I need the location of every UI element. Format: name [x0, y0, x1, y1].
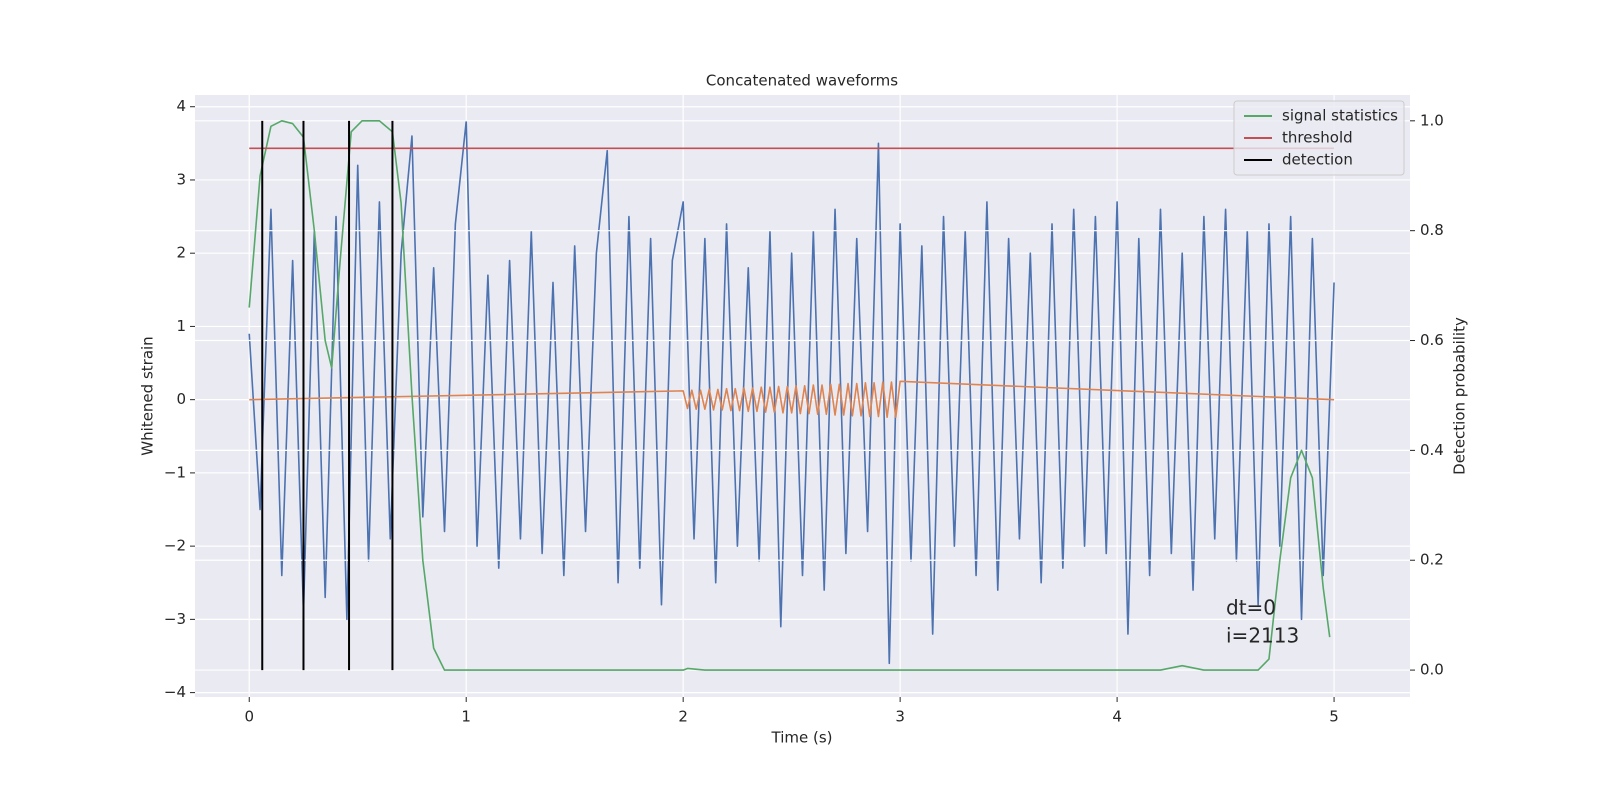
y2-tick-label: 0.8	[1420, 221, 1444, 239]
y2-axis-label: Detection probability	[1451, 317, 1469, 475]
y2-tick-label: 0.4	[1420, 441, 1444, 459]
series-line	[248, 120, 1335, 665]
x-tick-label: 4	[1112, 708, 1122, 726]
y-tick-label: −3	[164, 610, 186, 628]
annotation: dt=0	[1226, 596, 1276, 620]
legend-box	[1233, 100, 1405, 176]
y-tick-label: −2	[164, 537, 186, 555]
y2-tick-label: 1.0	[1420, 111, 1444, 129]
x-tick-label: 5	[1329, 708, 1339, 726]
chart-title: Concatenated waveforms	[706, 72, 898, 90]
annotation: i=2113	[1226, 624, 1299, 648]
series-line	[249, 380, 1335, 419]
grid-y2	[195, 120, 1410, 671]
legend-label: detection	[1282, 151, 1353, 169]
y2-tick-label: 0.0	[1420, 661, 1444, 679]
plot	[248, 120, 1335, 665]
y-tick-label: 3	[176, 170, 186, 188]
y-tick-label: 2	[176, 244, 186, 262]
y2-tick-label: 0.2	[1420, 551, 1444, 569]
x-tick-label: 2	[678, 708, 688, 726]
x-tick-label: 3	[895, 708, 905, 726]
y-tick-label: 0	[176, 390, 186, 408]
legend-label: threshold	[1282, 129, 1353, 147]
y-tick-label: 1	[176, 317, 186, 335]
x-axis-label: Time (s)	[771, 729, 833, 747]
x-tick-label: 0	[244, 708, 254, 726]
legend-label: signal statistics	[1282, 107, 1398, 125]
y-tick-label: −1	[164, 463, 186, 481]
y-tick-label: −4	[164, 683, 186, 701]
y2-tick-label: 0.6	[1420, 331, 1444, 349]
y-axis-label: Whitened strain	[139, 336, 157, 455]
y-tick-label: 4	[176, 97, 186, 115]
series-line	[248, 120, 1331, 671]
x-tick-label: 1	[461, 708, 471, 726]
